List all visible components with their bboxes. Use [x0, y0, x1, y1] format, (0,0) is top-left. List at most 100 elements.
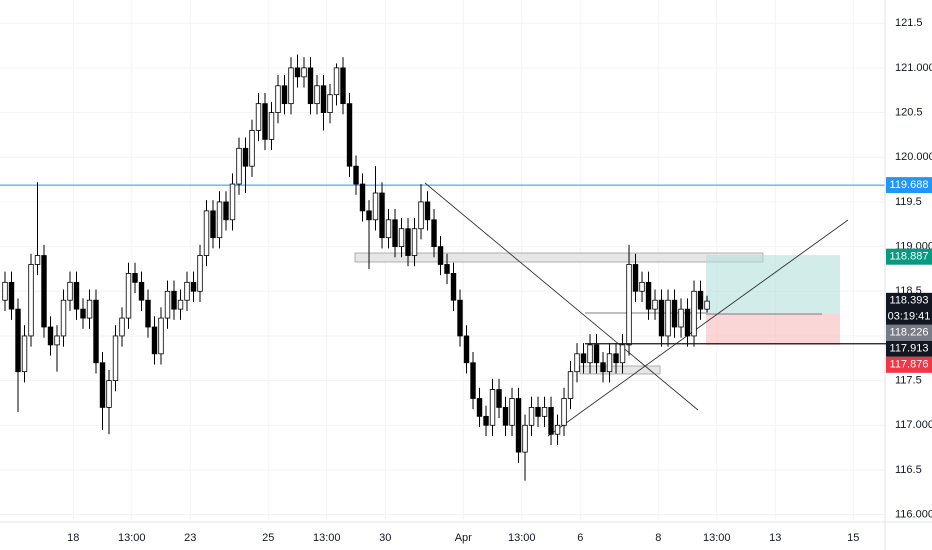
x-tick-label: Apr [455, 532, 472, 544]
candle-body [262, 103, 268, 140]
candle-body [125, 273, 132, 319]
candle-body [424, 201, 431, 221]
candle-body [476, 398, 483, 417]
candle-body [606, 353, 613, 373]
candle-body [158, 317, 164, 355]
x-tick-label: 23 [184, 532, 196, 544]
x-tick-label: 13 [769, 532, 781, 544]
y-tick-label: 117.000 [895, 419, 932, 431]
candle-body [288, 67, 294, 105]
candle-body [385, 219, 392, 239]
candle-body [197, 255, 203, 292]
candle-body [184, 281, 190, 301]
zone [579, 365, 661, 375]
candle-body [268, 112, 275, 140]
candle-body [294, 67, 301, 78]
candle-body [652, 299, 658, 310]
candle-body [275, 85, 281, 113]
candle-body [580, 353, 587, 364]
candles [2, 54, 710, 481]
candle-body [613, 353, 619, 364]
candle-body [54, 335, 60, 346]
price-label: 118.887 [890, 251, 929, 263]
candle-body [437, 246, 444, 265]
y-tick-label: 120.000 [895, 151, 932, 163]
candle-body [489, 389, 496, 426]
candle-body [28, 264, 34, 337]
candle-body [210, 210, 216, 239]
x-tick-label: 15 [847, 532, 859, 544]
candle-body [203, 210, 210, 256]
y-tick-label: 120.5 [895, 106, 923, 118]
candle-body [541, 407, 548, 417]
candle-body [658, 299, 665, 337]
candle-body [132, 273, 138, 283]
candle-body [574, 353, 580, 373]
candle-body [522, 424, 528, 453]
countdown: 03:19:41 [888, 311, 931, 323]
x-tick-label: 13:00 [508, 532, 536, 544]
candle-body [444, 264, 450, 274]
price-label-box [886, 356, 932, 373]
candle-body [236, 147, 242, 185]
candle-body [93, 299, 99, 364]
x-tick-label: 13:00 [703, 532, 731, 544]
price-label-box [886, 292, 932, 325]
candle-body [678, 308, 684, 328]
candle-body [47, 326, 54, 346]
price-label: 117.876 [890, 359, 929, 371]
candle-body [379, 192, 385, 239]
candle-body [639, 281, 645, 292]
price-label: 118.393 [890, 295, 929, 307]
candle-body [15, 308, 21, 373]
candle-body [587, 344, 593, 364]
price-label-box [886, 324, 932, 341]
candle-body [151, 326, 158, 355]
candle-body [515, 398, 522, 453]
candle-body [691, 290, 697, 337]
candle-body [255, 103, 262, 131]
candle-body [457, 299, 463, 337]
price-label-box [886, 248, 932, 265]
candle-body [216, 201, 223, 239]
candle-body [567, 371, 574, 399]
labels: 116.000116.5117.000117.5118.000118.5119.… [67, 17, 932, 544]
candle-body [554, 424, 561, 435]
candle-body [34, 255, 41, 265]
price-label: 118.226 [890, 327, 929, 339]
candle-body [106, 380, 112, 408]
x-tick-label: 8 [655, 532, 661, 544]
candle-body [392, 219, 398, 247]
candle-body [509, 398, 515, 426]
candle-body [671, 299, 678, 328]
candle-body [340, 67, 346, 105]
y-tick-label: 121.5 [895, 17, 923, 29]
candle-body [548, 407, 554, 435]
candle-body [697, 290, 704, 310]
candle-body [112, 335, 119, 382]
candle-body [431, 219, 437, 247]
candle-body [301, 67, 307, 78]
candle-body [333, 67, 340, 96]
candle-body [60, 299, 67, 337]
trend-line [424, 182, 699, 411]
x-tick-label: 13:00 [313, 532, 341, 544]
candle-body [281, 85, 288, 105]
candle-body [242, 147, 249, 167]
candle-body [353, 165, 359, 185]
candle-body [223, 201, 229, 221]
candle-body [8, 281, 15, 310]
candle-body [684, 308, 691, 337]
y-tick-label: 119.5 [895, 196, 922, 208]
candle-body [398, 228, 405, 247]
candle-body [593, 344, 600, 364]
candle-body [561, 398, 567, 426]
y-tick-label: 121.000 [895, 62, 932, 74]
candle-body [502, 407, 509, 426]
stop-zone [706, 314, 840, 345]
y-tick-label: 117.5 [895, 375, 922, 387]
candle-body [327, 94, 333, 113]
candle-body [366, 210, 372, 221]
candle-body [320, 85, 327, 113]
candle-body [86, 299, 93, 319]
